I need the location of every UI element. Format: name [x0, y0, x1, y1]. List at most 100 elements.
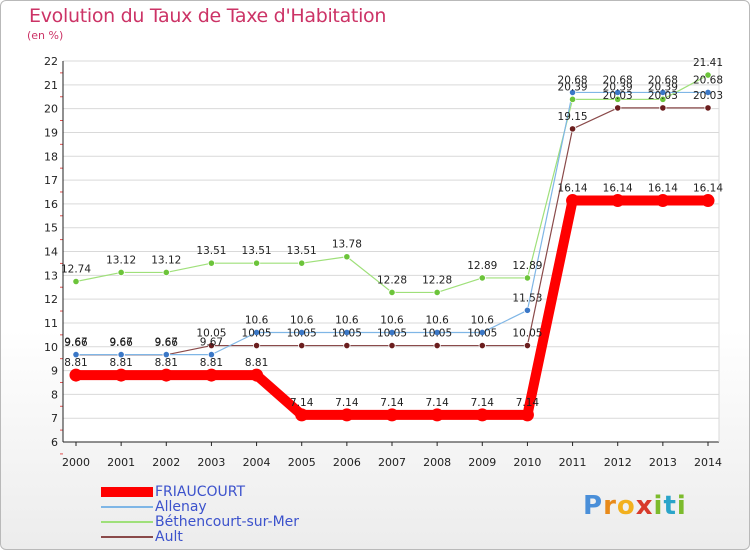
data-label: 12.74	[61, 264, 91, 276]
data-point	[659, 104, 667, 112]
data-label: 10.05	[377, 328, 407, 340]
y-tick-label: 16	[44, 198, 58, 211]
chart-title: Evolution du Taux de Taxe d'Habitation	[29, 5, 387, 27]
data-label: 16.14	[603, 183, 633, 195]
data-point	[523, 341, 532, 350]
data-point	[295, 408, 309, 422]
data-point	[475, 408, 489, 422]
data-label: 20.68	[558, 74, 588, 86]
data-point	[117, 351, 125, 359]
legend-item: FRIAUCOURT	[101, 485, 361, 500]
x-tick-label: 2009	[468, 456, 496, 469]
data-point	[388, 288, 396, 297]
data-point	[162, 351, 170, 359]
data-label: 7.14	[290, 397, 314, 409]
data-label: 10.05	[287, 328, 317, 340]
data-label: 9.67	[155, 337, 178, 349]
data-label: 10.05	[422, 328, 452, 340]
data-point	[520, 408, 534, 422]
legend-item: Ault	[101, 530, 361, 545]
legend-swatch	[101, 521, 153, 523]
data-point	[72, 351, 80, 359]
data-label: 7.14	[335, 397, 359, 409]
y-tick-label: 6	[51, 436, 58, 449]
data-point	[114, 368, 128, 382]
data-label: 12.28	[422, 274, 452, 286]
data-label: 13.12	[106, 254, 136, 266]
x-tick-label: 2003	[197, 456, 225, 469]
data-label: 10.05	[196, 328, 226, 340]
data-point	[478, 274, 486, 282]
legend-swatch	[101, 536, 153, 538]
y-tick-label: 15	[44, 222, 58, 235]
data-label: 9.66	[64, 337, 88, 349]
data-point	[433, 288, 441, 297]
legend-item: Béthencourt-sur-Mer	[101, 515, 361, 530]
data-point	[659, 88, 667, 97]
y-tick-label: 18	[44, 150, 58, 163]
data-point	[252, 259, 261, 267]
y-tick-label: 7	[51, 412, 58, 425]
y-tick-label: 21	[44, 79, 58, 92]
data-point	[250, 368, 264, 382]
data-label: 10.05	[512, 328, 542, 340]
x-tick-label: 2008	[423, 456, 451, 469]
x-tick-label: 2000	[62, 456, 90, 469]
data-point	[614, 95, 622, 103]
data-label: 13.51	[196, 245, 226, 257]
y-tick-label: 12	[44, 293, 58, 306]
data-point	[343, 253, 351, 261]
legend-swatch	[101, 487, 153, 497]
data-label: 16.14	[648, 183, 678, 195]
x-tick-label: 2011	[559, 456, 587, 469]
y-tick-label: 11	[44, 317, 58, 330]
data-point	[340, 408, 354, 422]
proxiti-logo: Proxiti	[583, 491, 687, 521]
data-label: 7.14	[471, 397, 495, 409]
y-tick-label: 9	[51, 365, 58, 378]
data-point	[298, 328, 306, 337]
data-label: 8.81	[200, 357, 223, 369]
data-point	[252, 328, 261, 337]
data-label: 13.51	[242, 245, 272, 257]
data-label: 20.03	[693, 90, 723, 102]
data-label: 13.12	[151, 254, 181, 266]
data-point	[704, 88, 712, 97]
data-point	[252, 341, 261, 350]
data-point	[388, 341, 396, 350]
data-label: 9.66	[109, 337, 133, 349]
y-tick-label: 22	[44, 55, 58, 68]
legend-label: FRIAUCOURT	[155, 484, 246, 500]
data-label: 8.81	[109, 357, 132, 369]
data-label: 20.68	[648, 74, 678, 86]
data-point	[656, 194, 670, 208]
data-label: 21.41	[693, 57, 723, 69]
data-point	[704, 104, 712, 112]
data-label: 16.14	[693, 183, 723, 195]
data-label: 11.53	[512, 292, 542, 304]
data-point	[207, 259, 216, 267]
data-point	[568, 95, 577, 103]
data-point	[611, 194, 625, 208]
data-label: 12.89	[467, 260, 497, 272]
data-label: 10.6	[245, 314, 269, 326]
data-point	[298, 341, 306, 350]
x-tick-label: 2013	[649, 456, 677, 469]
data-label: 19.15	[558, 111, 588, 123]
data-point	[433, 341, 441, 350]
data-label: 16.14	[558, 183, 588, 195]
data-point	[701, 194, 715, 208]
x-tick-label: 2006	[333, 456, 361, 469]
data-label: 20.39	[558, 81, 588, 93]
y-tick-label: 8	[51, 388, 58, 401]
data-label: 8.81	[64, 357, 87, 369]
legend-label: Allenay	[155, 499, 207, 515]
data-label: 10.6	[425, 314, 449, 326]
legend-label: Béthencourt-sur-Mer	[155, 514, 300, 530]
data-point	[69, 368, 83, 382]
x-tick-label: 2007	[378, 456, 406, 469]
data-label: 10.6	[471, 314, 495, 326]
data-point	[385, 408, 399, 422]
data-label: 20.03	[603, 90, 633, 102]
